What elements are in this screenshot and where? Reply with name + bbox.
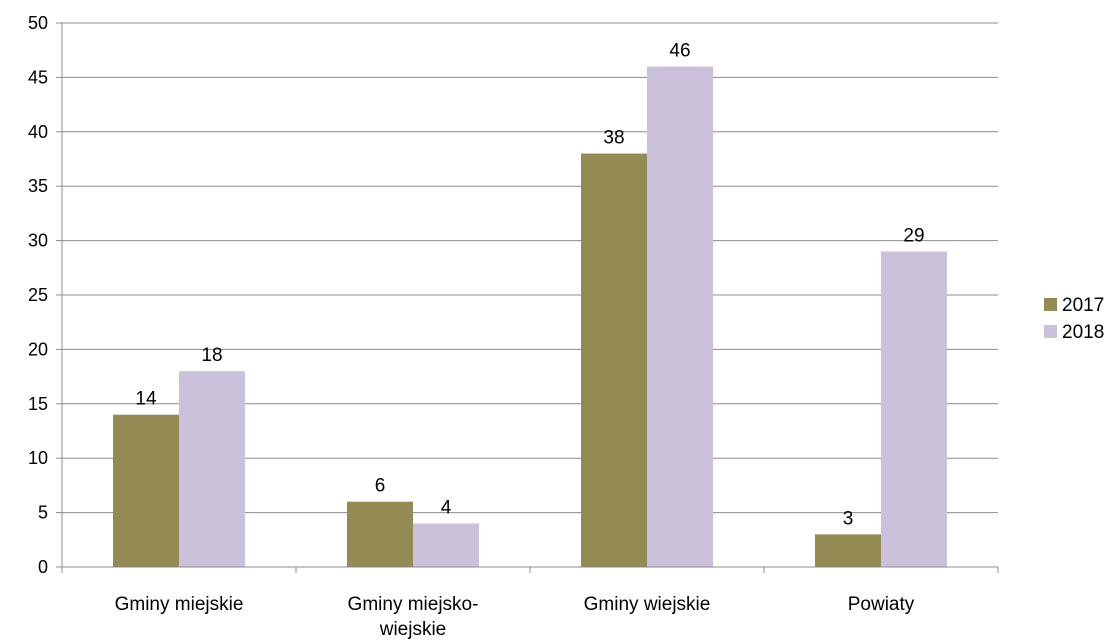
y-tick-label: 5	[38, 503, 48, 523]
y-tick-label: 35	[28, 176, 48, 196]
y-tick-label: 25	[28, 285, 48, 305]
y-tick-label: 50	[28, 13, 48, 33]
bar-2018-3	[881, 251, 947, 568]
legend-label: 2017	[1062, 295, 1104, 316]
x-tick-label: Gminy miejsko-	[348, 594, 479, 615]
data-label: 38	[603, 128, 624, 149]
y-tick-label: 0	[38, 557, 48, 577]
legend-swatch-2017	[1044, 298, 1057, 311]
y-tick-label: 20	[28, 339, 48, 359]
bar-2017-3	[815, 534, 881, 567]
data-labels: 14 18 6 4 38 46 3 29	[135, 41, 924, 530]
data-label: 46	[669, 41, 690, 62]
bar-2018-2	[647, 66, 713, 568]
data-label: 18	[201, 345, 222, 366]
y-tick-label: 15	[28, 394, 48, 414]
data-label: 6	[375, 476, 386, 497]
x-tick-label: wiejskie	[379, 619, 447, 640]
bar-2017-0	[113, 414, 179, 567]
y-tick-label: 40	[28, 122, 48, 142]
data-label: 14	[135, 389, 157, 410]
data-label: 4	[441, 497, 452, 518]
x-tick-label: Powiaty	[848, 594, 915, 615]
x-tick-label: Gminy miejskie	[115, 594, 244, 615]
y-axis-tick-labels: 0 5 10 15 20 25 30 35 40 45 50	[28, 13, 62, 577]
bar-2018-1	[413, 523, 479, 567]
y-tick-label: 30	[28, 231, 48, 251]
y-tick-label: 10	[28, 448, 48, 468]
bar-2017-2	[581, 153, 647, 567]
x-axis: Gminy miejskie Gminy miejsko-wiejskie Gmin…	[61, 23, 999, 640]
legend-swatch-2018	[1044, 325, 1057, 338]
legend-label: 2018	[1062, 322, 1104, 343]
bar-2017-1	[347, 501, 413, 567]
legend: 2017 2018	[1044, 295, 1104, 343]
bars	[113, 66, 947, 568]
bar-2018-0	[179, 371, 245, 567]
y-tick-label: 45	[28, 67, 48, 87]
data-label: 29	[903, 225, 924, 246]
data-label: 3	[843, 508, 854, 529]
x-tick-label: Gminy wiejskie	[584, 594, 711, 615]
